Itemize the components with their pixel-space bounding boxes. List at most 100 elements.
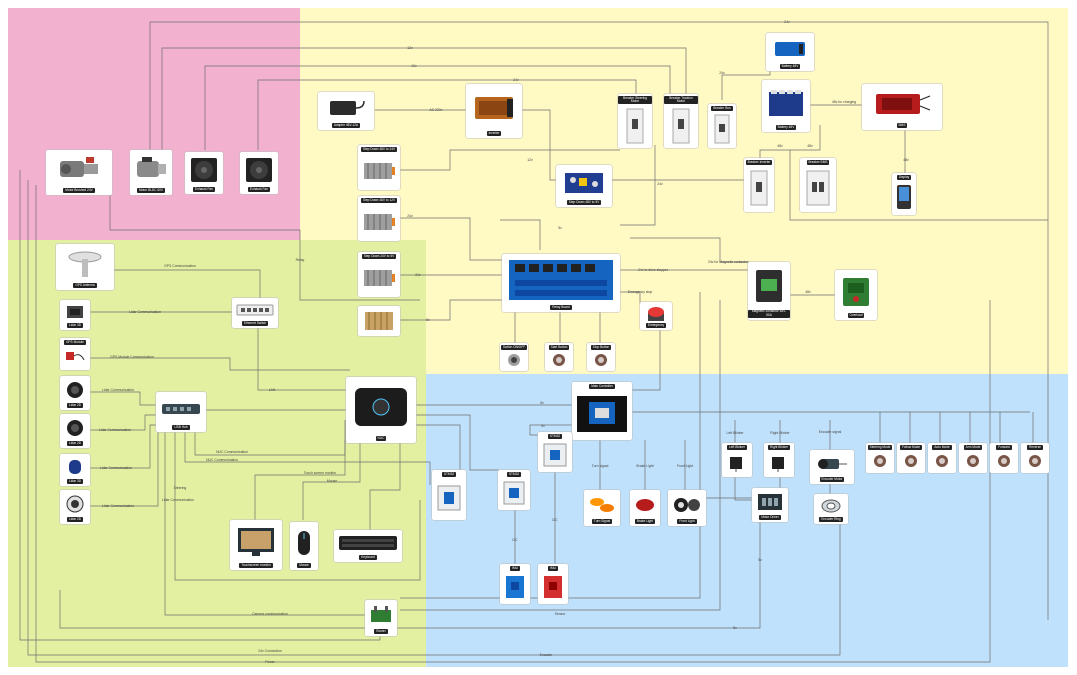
component-label: Step Down 24V to 5V (361, 254, 397, 259)
push-button-icon (990, 450, 1018, 473)
stop-button-card[interactable]: Stop Button (587, 343, 615, 371)
overload-icon (835, 270, 877, 313)
btn-5-card[interactable]: Forward (990, 443, 1018, 473)
wire-label: Right Blinker (770, 431, 790, 435)
motor-bldc-icon (130, 150, 172, 188)
touchscreen-card[interactable]: Touchscreen monitor (230, 520, 282, 570)
contactor-card[interactable]: Magnetic contactor 48V-50A (748, 262, 790, 320)
adapter-card[interactable]: Adapter 48V-12A (318, 92, 374, 130)
btn-2-card[interactable]: Follow Mode (897, 443, 925, 473)
sensor-icon (538, 571, 568, 604)
sub-controller-1-card[interactable]: STM32 (538, 432, 572, 472)
wire-label: 48v for charging (831, 100, 857, 104)
breaker-bms-card[interactable]: Breaker BMS (800, 158, 836, 212)
nuc-card[interactable]: NUC (346, 377, 416, 443)
battery-small-card[interactable]: Battery 48V (766, 33, 814, 71)
lidar-2-card[interactable]: Lidar 2D (60, 376, 90, 410)
wire-label: 48v (805, 290, 811, 294)
wire (369, 440, 401, 530)
step-down-4-card[interactable] (358, 306, 400, 336)
btn-1-card[interactable]: Steering Mode (866, 443, 894, 473)
turn-signal-card[interactable]: Turn Signal (584, 490, 620, 526)
wire (90, 391, 156, 406)
component-label: Turn Signal (591, 519, 613, 524)
start-button-card[interactable]: Start Button (545, 343, 573, 371)
inverter-card[interactable]: Inverter (466, 84, 522, 138)
component-label: Follow Mode (899, 445, 923, 450)
wire-label: Camera communication (252, 612, 288, 616)
front-light-card[interactable]: Front Light (668, 490, 706, 526)
breaker-traction-card[interactable]: Breaker Traction Motor (664, 94, 698, 148)
right-blinker-card[interactable]: Right Blinker (764, 443, 794, 477)
exhaust-fan-2-card[interactable]: Exhaust Fan (240, 152, 278, 194)
display-card[interactable]: Display (892, 173, 916, 215)
main-controller-card[interactable]: Main Controller (572, 382, 632, 440)
wire (110, 269, 261, 300)
overload-card[interactable]: Overload (835, 270, 877, 320)
breaker-inverter-card[interactable]: Breaker Inverter (744, 158, 774, 212)
wire (90, 357, 350, 371)
lidar-4-card[interactable]: Lidar 3D (60, 454, 90, 486)
wire (415, 414, 510, 471)
btn-4-card[interactable]: Arm Mode (959, 443, 987, 473)
wire-label: Sensor (554, 612, 566, 616)
component-label: Display (896, 175, 912, 180)
step-down-mini-card[interactable]: Step Down 48V to 5V (556, 165, 612, 207)
gps-antenna-icon (56, 244, 114, 283)
motor-brushed-card[interactable]: Motor Brushed 24V (46, 150, 112, 195)
switch-onoff-card[interactable]: Switch ON/OFF (500, 343, 528, 371)
router-icon (365, 600, 397, 629)
push-button-icon (928, 450, 956, 473)
motor-bldc-card[interactable]: Motor BLDC 60V (130, 150, 172, 195)
lidar-icon (60, 300, 90, 323)
encoder-motor-icon (810, 450, 854, 477)
sensor-2-card[interactable]: IMU (538, 564, 568, 604)
mouse-card[interactable]: Mouse (290, 522, 318, 570)
emergency-card[interactable]: Emergency (640, 302, 672, 330)
component-label: Lidar 3D (66, 323, 84, 328)
wire (630, 237, 750, 263)
ethernet-switch-card[interactable]: Ethernet Switch (232, 298, 278, 328)
breaker-bus-card[interactable]: Breaker Bus (708, 104, 736, 148)
wire-label: 48v (777, 144, 783, 148)
wire (620, 145, 656, 226)
btn-6-card[interactable]: Reverse (1021, 443, 1049, 473)
left-blinker-card[interactable]: Left Blinker (722, 443, 752, 477)
fan-icon (240, 152, 278, 187)
relay-board-card[interactable]: Relay Board (502, 254, 620, 312)
gps-module-card[interactable]: GPS Module (60, 338, 90, 370)
lidar-1-card[interactable]: Lidar 3D (60, 300, 90, 330)
gps-antenna-card[interactable]: GPS Antenna (56, 244, 114, 290)
sensor-1-card[interactable]: IMU (500, 564, 530, 604)
exhaust-fan-1-card[interactable]: Exhaust Fan (185, 152, 223, 194)
sub-controller-2-card[interactable]: STM32 (432, 470, 466, 520)
bms-card[interactable]: BMS (862, 84, 942, 130)
component-label: IMU (510, 566, 520, 571)
keyboard-card[interactable]: Keyboard (334, 530, 402, 562)
sub-controller-3-card[interactable]: STM32 (498, 470, 530, 510)
component-label: Motor Driver (759, 515, 781, 520)
btn-3-card[interactable]: Auto Mode (928, 443, 956, 473)
motor-driver-card[interactable]: Motor Driver (752, 488, 788, 522)
wire-label: 5v (540, 401, 544, 405)
encoder-ring-card[interactable]: Encoder Ring (814, 494, 848, 524)
router-card[interactable]: Router (365, 600, 397, 636)
wire-label: Relay (295, 258, 305, 262)
wire (500, 219, 541, 250)
brake-light-card[interactable]: Brake Light (630, 490, 660, 526)
step-down-1-card[interactable]: Step Down 48V to 24V (358, 145, 400, 190)
inverter-icon (466, 84, 522, 131)
step-down-2-card[interactable]: Step Down 48V to 12V (358, 196, 400, 241)
component-label: Forward (996, 445, 1012, 450)
battery-main-card[interactable]: Battery 48V (762, 80, 810, 132)
lidar-5-card[interactable]: Lidar 2D (60, 490, 90, 524)
usb-hub-card[interactable]: USB Hub (156, 392, 206, 432)
step-down-3-card[interactable]: Step Down 24V to 5V (358, 252, 400, 297)
component-label: Exhaust Fan (248, 187, 270, 192)
lidar-3-card[interactable]: Lidar 2D (60, 414, 90, 448)
encoder-motor-card[interactable]: Encoder Motor (810, 450, 854, 484)
wire (734, 475, 760, 501)
motor-brushed-icon (46, 150, 112, 188)
breaker-steering-card[interactable]: Breaker Steering Motor (618, 94, 652, 148)
